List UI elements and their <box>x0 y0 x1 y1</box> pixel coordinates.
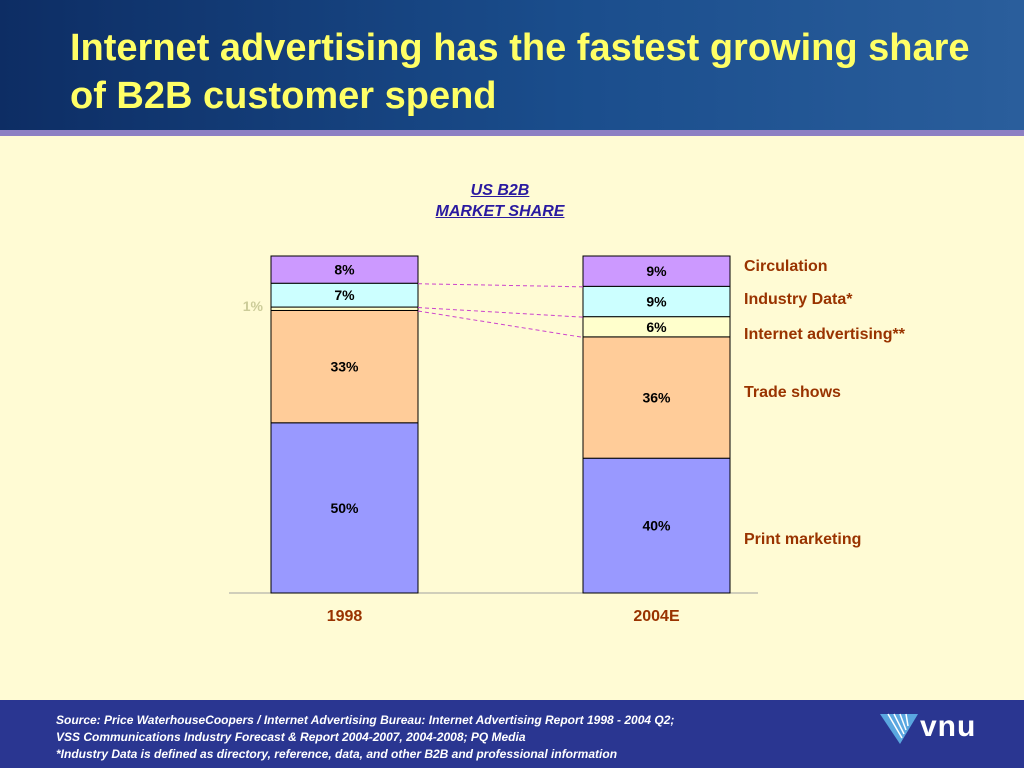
bar-segment-1998-internet-advertising <box>270 306 419 311</box>
source-line-3: *Industry Data is defined as directory, … <box>56 747 618 761</box>
bar-segment-1998-circulation <box>270 255 419 284</box>
data-label-1998-1: 33% <box>330 359 359 375</box>
x-tick-label-1998: 1998 <box>327 608 363 625</box>
legend-label-3: Industry Data* <box>744 291 853 308</box>
data-label-1998-4: 8% <box>334 262 355 278</box>
vnu-logo-text: vnu <box>920 710 977 743</box>
vnu-logo-icon <box>880 713 918 744</box>
data-label-1998-2: 1% <box>243 298 264 314</box>
data-label-1998-3: 7% <box>334 287 355 303</box>
connector-line-1 <box>417 310 584 338</box>
chart-title-line-2: MARKET SHARE <box>435 203 565 220</box>
connector-line-2 <box>417 307 584 318</box>
source-line-1: Source: Price WaterhouseCoopers / Intern… <box>56 713 675 727</box>
source-line-2: VSS Communications Industry Forecast & R… <box>56 730 526 744</box>
data-label-2004E-0: 40% <box>642 518 671 534</box>
data-label-2004E-4: 9% <box>646 263 667 279</box>
legend-label-4: Circulation <box>744 258 828 275</box>
header-divider <box>0 130 1024 136</box>
data-label-2004E-1: 36% <box>642 390 671 406</box>
chart-title: US B2B MARKET SHARE <box>380 180 620 222</box>
chart-title-line-1: US B2B <box>470 182 530 199</box>
legend-label-2: Internet advertising** <box>744 326 906 343</box>
connector-line-3 <box>417 283 584 288</box>
legend-label-1: Trade shows <box>744 384 841 401</box>
data-label-1998-0: 50% <box>330 500 359 516</box>
legend-label-0: Print marketing <box>744 531 861 548</box>
header-banner <box>0 0 1024 130</box>
footer-bar <box>0 700 1024 768</box>
bar-segment-2004E-circulation <box>582 255 731 287</box>
stacked-bar-chart: 1998 2004E 50% 33% 1% 7% 8% 40% 36% 6% 9% 9% Print m… <box>229 255 906 625</box>
data-label-2004E-3: 9% <box>646 293 667 309</box>
x-tick-label-2004E: 2004E <box>633 608 680 625</box>
data-label-2004E-2: 6% <box>646 319 667 335</box>
bar-segment-2004E-print-marketing <box>582 457 731 594</box>
slide-title: Internet advertising has the fastest gro… <box>70 27 970 117</box>
